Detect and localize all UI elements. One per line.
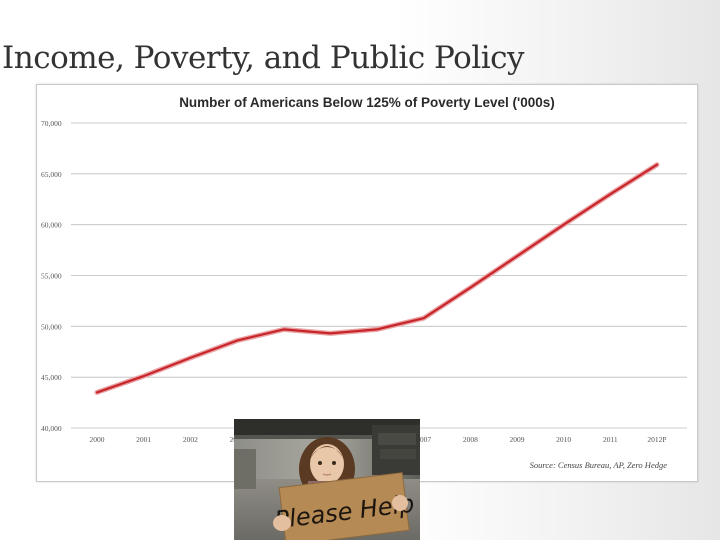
data-point bbox=[609, 193, 612, 196]
x-tick-label: 2011 bbox=[603, 435, 618, 444]
chart-panel: Number of Americans Below 125% of Povert… bbox=[36, 84, 698, 482]
x-tick-label: 2010 bbox=[556, 435, 571, 444]
data-point bbox=[469, 286, 472, 289]
x-tick-label: 2001 bbox=[136, 435, 151, 444]
series-layer bbox=[94, 162, 660, 395]
please-help-photo: Please Help bbox=[234, 419, 420, 540]
series-line bbox=[95, 163, 659, 394]
y-tick-label: 70,000 bbox=[41, 119, 62, 128]
x-tick-label: 2008 bbox=[463, 435, 478, 444]
y-tick-label: 55,000 bbox=[41, 272, 62, 281]
y-tick-label: 45,000 bbox=[41, 373, 62, 382]
slide-title: Income, Poverty, and Public Policy bbox=[2, 40, 525, 76]
chart-title: Number of Americans Below 125% of Povert… bbox=[179, 95, 555, 110]
y-axis-ticks: 40,000 45,000 50,000 55,000 60,000 65,000 70,0… bbox=[41, 119, 62, 433]
data-point bbox=[376, 328, 378, 331]
y-tick-label: 40,000 bbox=[41, 424, 62, 433]
data-point bbox=[516, 255, 518, 258]
data-point bbox=[236, 339, 238, 342]
y-tick-label: 50,000 bbox=[41, 322, 62, 331]
source-note: Source: Census Bureau, AP, Zero Hedge bbox=[530, 460, 668, 470]
girl-with-sign-image: Please Help bbox=[234, 419, 420, 540]
data-point bbox=[282, 328, 285, 331]
x-tick-label: 2009 bbox=[510, 435, 525, 444]
data-point bbox=[189, 356, 192, 359]
data-point bbox=[422, 317, 425, 320]
x-tick-label: 2002 bbox=[183, 435, 198, 444]
data-point bbox=[96, 391, 98, 394]
data-point bbox=[562, 223, 565, 226]
grid-lines bbox=[71, 122, 687, 429]
data-point bbox=[656, 163, 658, 166]
y-tick-label: 65,000 bbox=[41, 170, 62, 179]
x-tick-label: 2000 bbox=[90, 435, 105, 444]
y-tick-label: 60,000 bbox=[41, 221, 62, 230]
series-line-glow bbox=[94, 162, 660, 395]
x-tick-label: 2007 bbox=[416, 435, 431, 444]
data-point bbox=[329, 332, 332, 335]
data-point bbox=[142, 375, 145, 378]
x-tick-label: 2012P bbox=[647, 435, 666, 444]
